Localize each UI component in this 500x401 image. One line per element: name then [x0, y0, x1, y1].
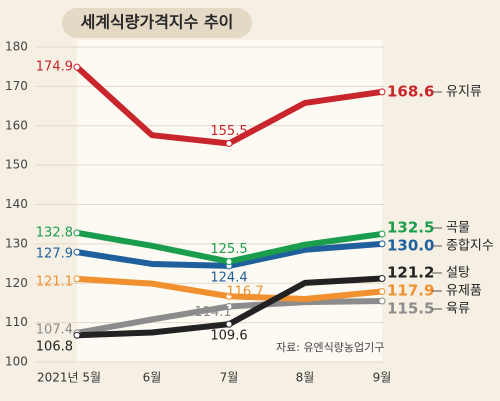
data-label: 107.4: [36, 322, 73, 337]
chart-title: 세계식량가격지수 추이: [81, 13, 234, 32]
x-tick-label: 9월: [373, 371, 392, 385]
title-pill: [62, 8, 252, 38]
y-tick-label: 140: [5, 197, 28, 211]
point-marker: [73, 229, 81, 237]
legend-label: 곡물: [446, 221, 470, 236]
point-marker: [73, 331, 81, 339]
point-marker: [378, 297, 386, 305]
legend-label: 유지류: [446, 85, 482, 100]
point-marker: [225, 292, 233, 300]
data-label: 168.6: [387, 83, 434, 101]
legend-label: 설탕: [446, 266, 470, 281]
data-label: 132.8: [36, 225, 73, 240]
point-marker: [225, 258, 233, 266]
point-marker: [225, 302, 233, 310]
point-marker: [73, 63, 81, 71]
point-marker: [73, 248, 81, 256]
x-tick-label: 6월: [143, 371, 162, 385]
y-tick-label: 150: [5, 158, 28, 172]
data-label: 116.7: [226, 285, 263, 300]
data-label: 114.1: [194, 305, 231, 320]
data-label: 106.8: [36, 340, 73, 355]
x-tick-label: 7월: [220, 371, 239, 385]
y-tick-label: 100: [5, 355, 28, 369]
y-tick-label: 160: [5, 118, 28, 132]
data-label: 124.4: [210, 270, 247, 285]
data-label: 130.0: [387, 237, 434, 255]
data-label: 155.5: [210, 124, 247, 139]
y-tick-label: 180: [5, 40, 28, 54]
data-label: 115.5: [387, 300, 434, 318]
data-label: 127.9: [36, 247, 73, 262]
x-tick-label: 8월: [296, 371, 315, 385]
point-marker: [378, 288, 386, 296]
source: 자료: 유엔식량농업기구: [276, 341, 384, 354]
data-label: 121.1: [36, 274, 73, 289]
data-label: 132.5: [387, 219, 434, 237]
x-tick-label: 2021년 5월: [37, 371, 101, 385]
y-tick-label: 120: [5, 276, 28, 290]
data-label: 125.5: [210, 242, 247, 257]
point-marker: [73, 275, 81, 283]
y-tick-label: 130: [5, 236, 28, 250]
data-label: 117.9: [387, 282, 434, 300]
legend-label: 육류: [446, 302, 470, 317]
y-tick-label: 170: [5, 79, 28, 93]
legend-label: 종합지수: [446, 239, 494, 254]
y-tick-label: 110: [5, 315, 28, 329]
point-marker: [378, 240, 386, 248]
point-marker: [378, 88, 386, 96]
legend-label: 유제품: [446, 284, 482, 299]
point-marker: [225, 139, 233, 147]
point-marker: [225, 320, 233, 328]
point-marker: [378, 230, 386, 238]
point-marker: [378, 275, 386, 283]
data-label: 109.6: [210, 329, 247, 344]
data-label: 174.9: [36, 60, 73, 75]
data-label: 121.2: [387, 264, 434, 282]
